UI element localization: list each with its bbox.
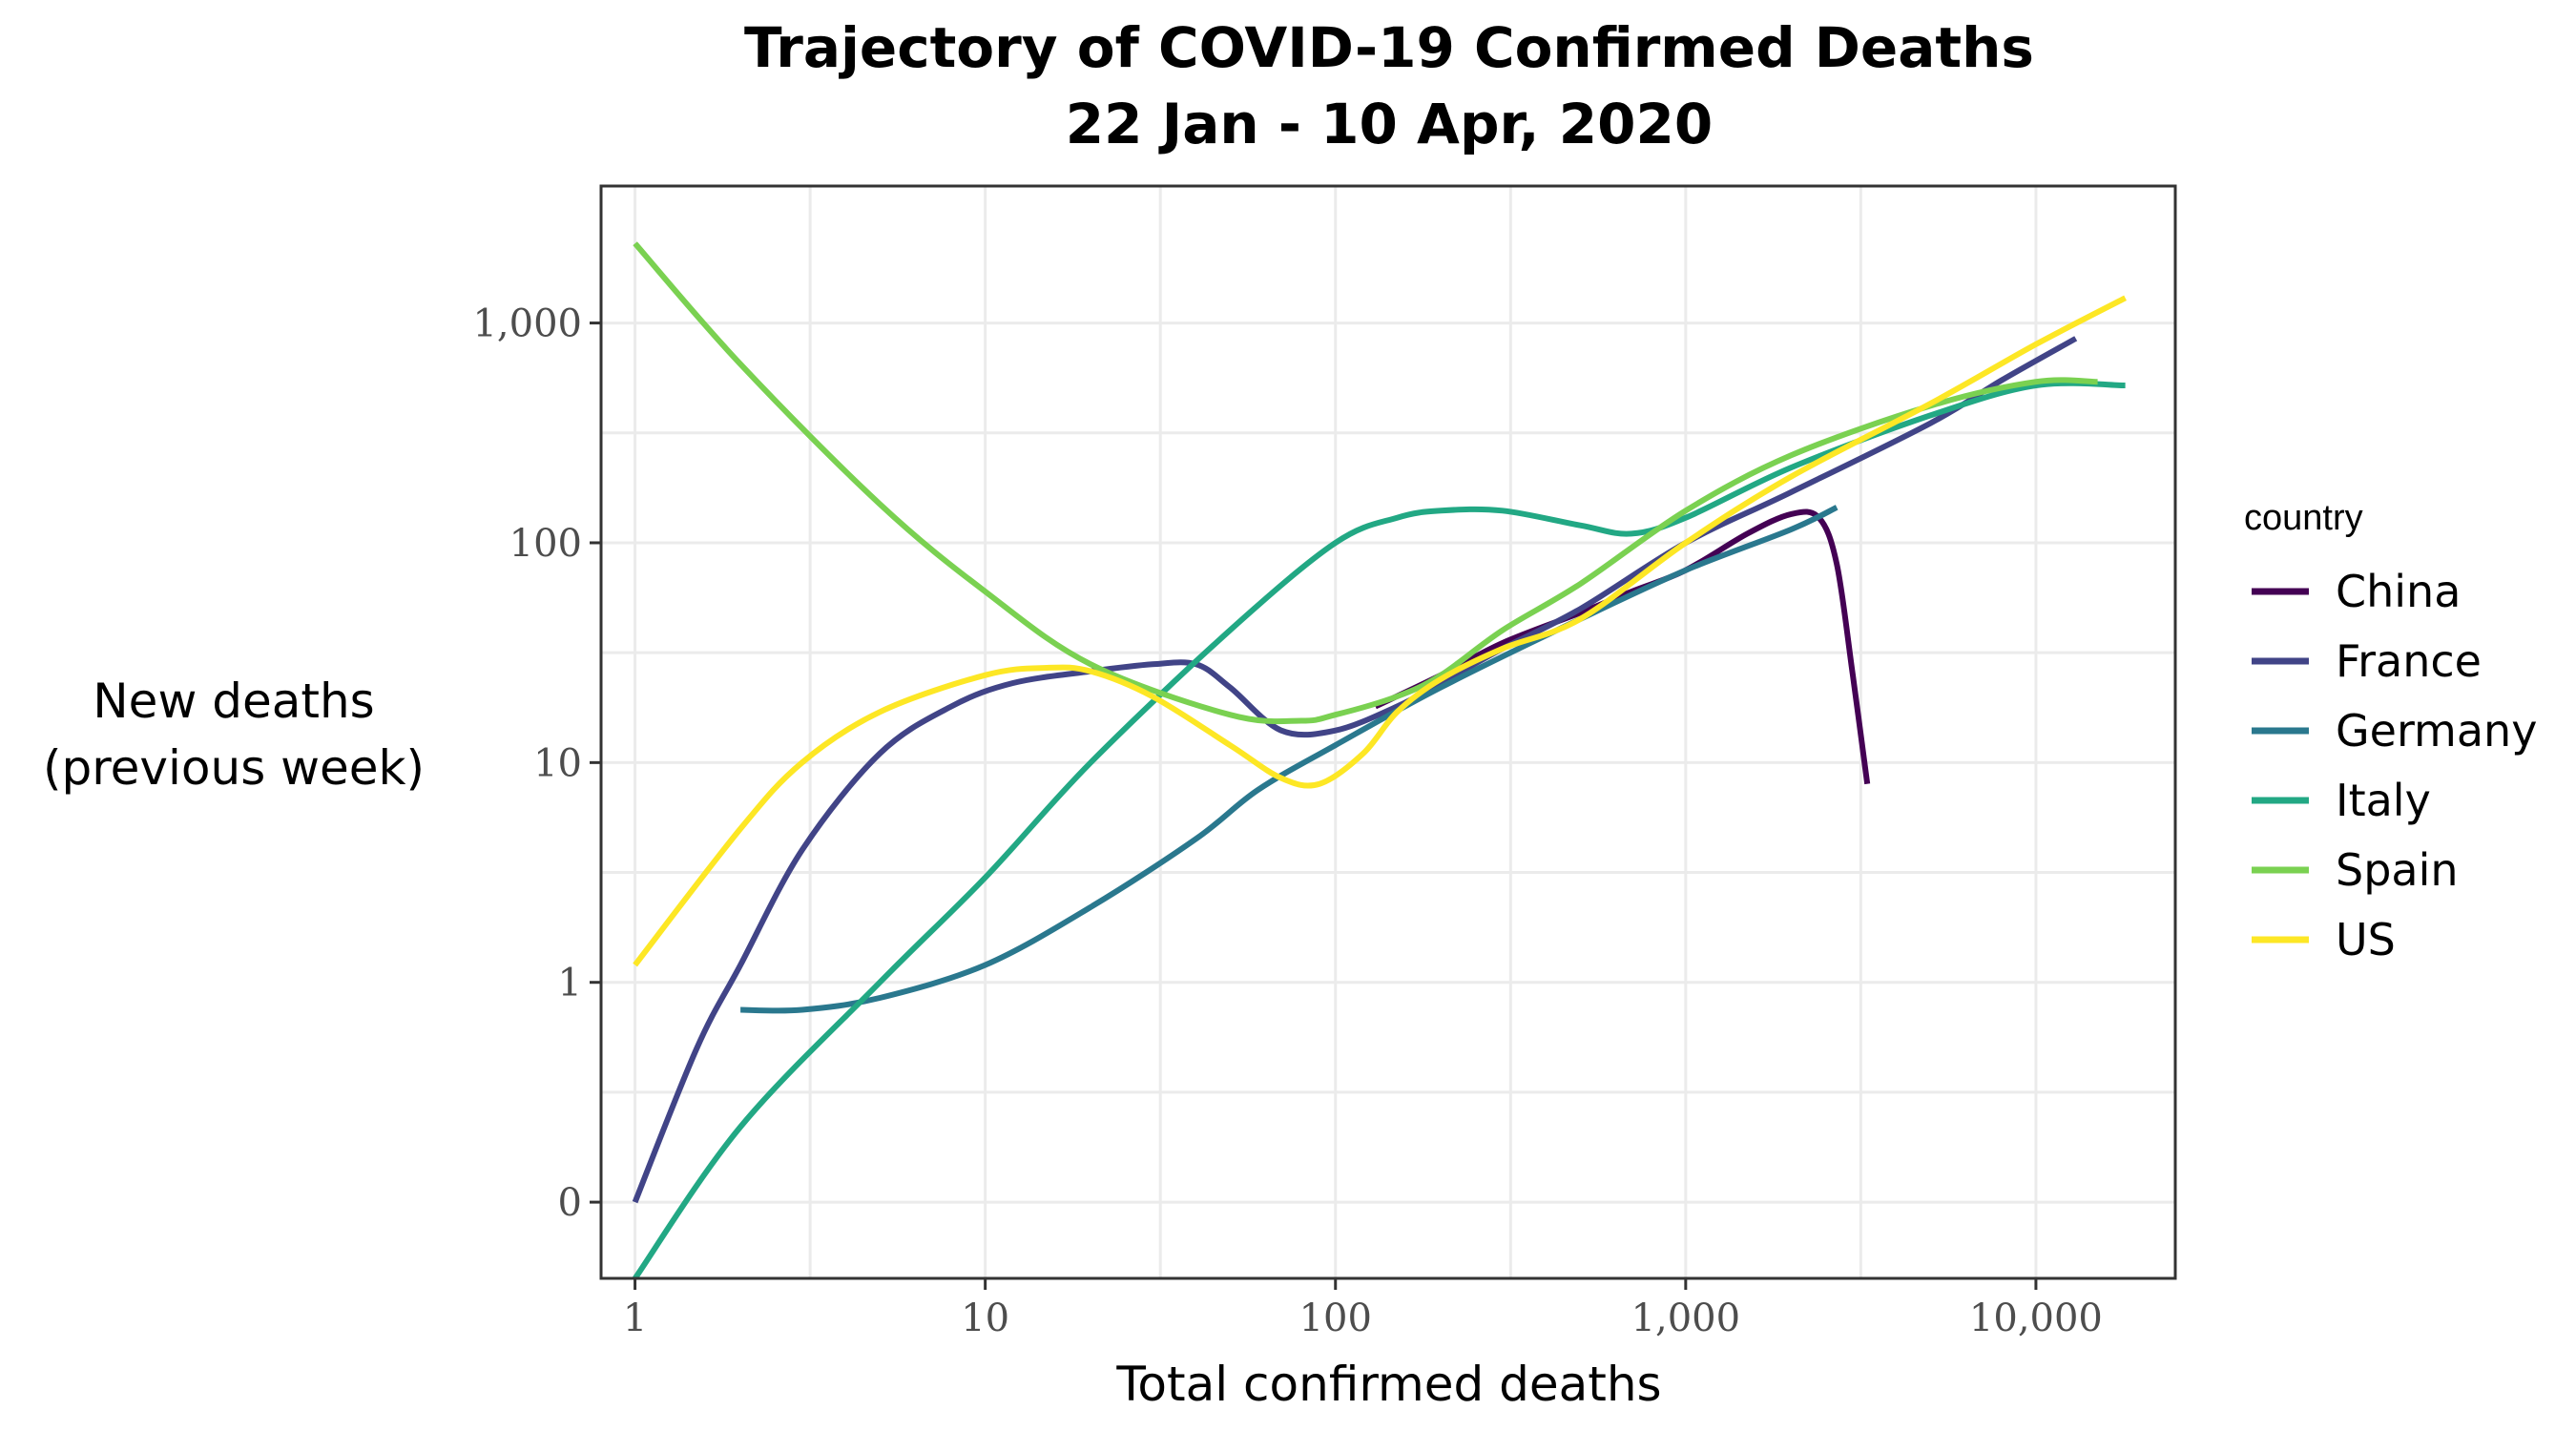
series-line-italy	[633, 380, 2126, 1280]
y-tick-label: 10	[533, 741, 582, 785]
legend-title: country	[2244, 498, 2363, 538]
legend: country China France Germany Italy Spain US	[2244, 498, 2537, 965]
series-line-france	[632, 336, 2078, 1204]
y-tick-label: 1,000	[472, 302, 582, 346]
legend-label-italy: Italy	[2336, 775, 2431, 826]
series-layer	[632, 241, 2127, 1280]
x-tick-label: 100	[1299, 1296, 1372, 1340]
y-axis-ticks: 0 1 10 100 1,000	[472, 302, 601, 1225]
series-line-china	[1374, 508, 1871, 785]
legend-label-china: China	[2336, 566, 2461, 617]
plot-panel-background	[601, 186, 2175, 1278]
grid-layer	[601, 186, 2175, 1278]
y-tick-label: 100	[509, 522, 582, 566]
legend-label-germany: Germany	[2336, 705, 2537, 757]
legend-label-spain: Spain	[2336, 844, 2459, 896]
series-line-us	[633, 295, 2127, 967]
series-line-germany	[740, 505, 1839, 1014]
x-axis-ticks: 1 10 100 1,000 10,000	[623, 1278, 2103, 1340]
y-axis-label-line2: (previous week)	[43, 740, 425, 796]
x-tick-label: 10	[961, 1296, 1009, 1340]
x-tick-label: 1	[623, 1296, 647, 1340]
x-tick-label: 10,000	[1969, 1296, 2103, 1340]
series-line-spain	[633, 241, 2098, 725]
y-tick-label: 0	[558, 1181, 582, 1225]
chart-subtitle: 22 Jan - 10 Apr, 2020	[1066, 92, 1713, 156]
x-axis-label: Total confirmed deaths	[1115, 1357, 1661, 1412]
y-axis-label-line1: New deaths	[93, 674, 374, 729]
plot-panel-border	[599, 184, 2177, 1280]
chart-title: Trajectory of COVID-19 Confirmed Deaths	[744, 15, 2034, 80]
legend-label-france: France	[2336, 635, 2482, 687]
x-tick-label: 1,000	[1631, 1296, 1741, 1340]
y-tick-label: 1	[558, 962, 582, 1006]
legend-label-us: US	[2336, 914, 2396, 965]
